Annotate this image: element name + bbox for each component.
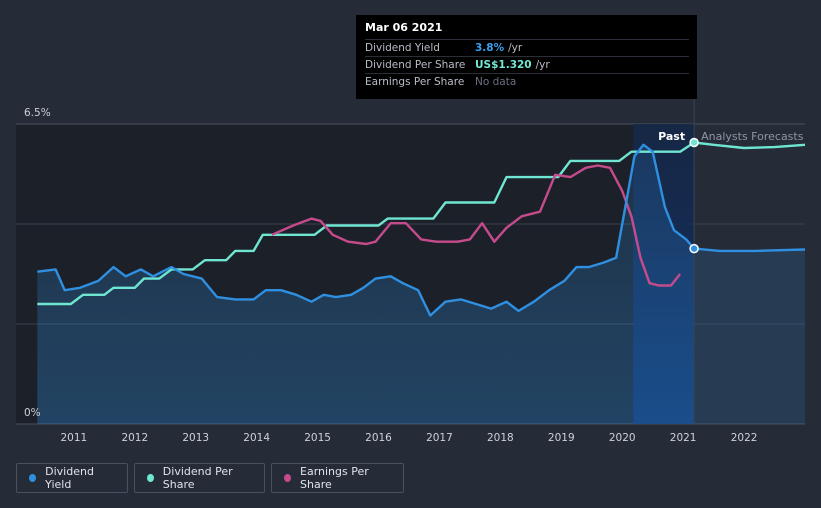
tooltip-date: Mar 06 2021 bbox=[365, 21, 443, 34]
x-tick-label: 2013 bbox=[182, 432, 209, 444]
tooltip-label: Earnings Per Share bbox=[365, 76, 465, 88]
dividend-per-share-line bbox=[37, 141, 695, 306]
tooltip-row-dividend-per-share: Dividend Per Share US$1.320 /yr bbox=[365, 56, 689, 73]
y-tick-label: 0% bbox=[24, 407, 41, 419]
x-tick-label: 2011 bbox=[61, 432, 88, 444]
legend-label: Dividend Per Share bbox=[162, 465, 233, 491]
tooltip-value: No data bbox=[475, 76, 517, 88]
x-tick-label: 2019 bbox=[548, 432, 575, 444]
x-tick-label: 2015 bbox=[304, 432, 331, 444]
tooltip-row-earnings-per-share: Earnings Per Share No data bbox=[365, 73, 689, 90]
hover-tooltip: Mar 06 2021 Dividend Yield 3.8% /yr Divi… bbox=[356, 15, 697, 99]
y-tick-label: 6.5% bbox=[24, 107, 51, 119]
forecast-label: Analysts Forecasts bbox=[701, 130, 804, 143]
earnings-per-share-line bbox=[271, 164, 682, 287]
legend-dot-icon bbox=[29, 474, 37, 482]
tooltip-row-dividend-yield: Dividend Yield 3.8% /yr bbox=[365, 39, 689, 56]
dividend-yield-line bbox=[37, 143, 696, 317]
tooltip-label: Dividend Per Share bbox=[365, 59, 466, 71]
legend-dot-icon bbox=[147, 474, 154, 482]
legend-dividend-per-share[interactable]: Dividend Per Share bbox=[134, 463, 265, 493]
tooltip-unit: /yr bbox=[535, 59, 550, 71]
past-label: Past bbox=[658, 130, 685, 143]
x-tick-label: 2014 bbox=[243, 432, 270, 444]
x-tick-label: 2016 bbox=[365, 432, 392, 444]
dividend-yield-marker bbox=[689, 243, 699, 254]
legend-label: Earnings Per Share bbox=[300, 465, 369, 491]
x-tick-label: 2012 bbox=[121, 432, 148, 444]
x-tick-label: 2018 bbox=[487, 432, 514, 444]
legend-label: Dividend Yield bbox=[45, 465, 94, 491]
x-tick-label: 2021 bbox=[670, 432, 697, 444]
tooltip-unit: /yr bbox=[508, 42, 523, 54]
tooltip-value: 3.8% bbox=[475, 42, 505, 54]
legend-dot-icon bbox=[284, 474, 291, 482]
dividend-per-share-marker bbox=[689, 137, 699, 148]
tooltip-value: US$1.320 bbox=[475, 59, 532, 71]
dividend-yield-area bbox=[37, 144, 695, 425]
x-tick-label: 2020 bbox=[609, 432, 636, 444]
dividend-per-share-forecast-line bbox=[693, 141, 806, 150]
tooltip-label: Dividend Yield bbox=[365, 42, 440, 54]
x-tick-label: 2017 bbox=[426, 432, 453, 444]
legend-earnings-per-share[interactable]: Earnings Per Share bbox=[271, 463, 404, 493]
dividend-yield-forecast-line bbox=[693, 247, 806, 253]
dividend-yield-forecast-area bbox=[694, 248, 805, 424]
x-tick-label: 2022 bbox=[731, 432, 758, 444]
legend-dividend-yield[interactable]: Dividend Yield bbox=[16, 463, 128, 493]
